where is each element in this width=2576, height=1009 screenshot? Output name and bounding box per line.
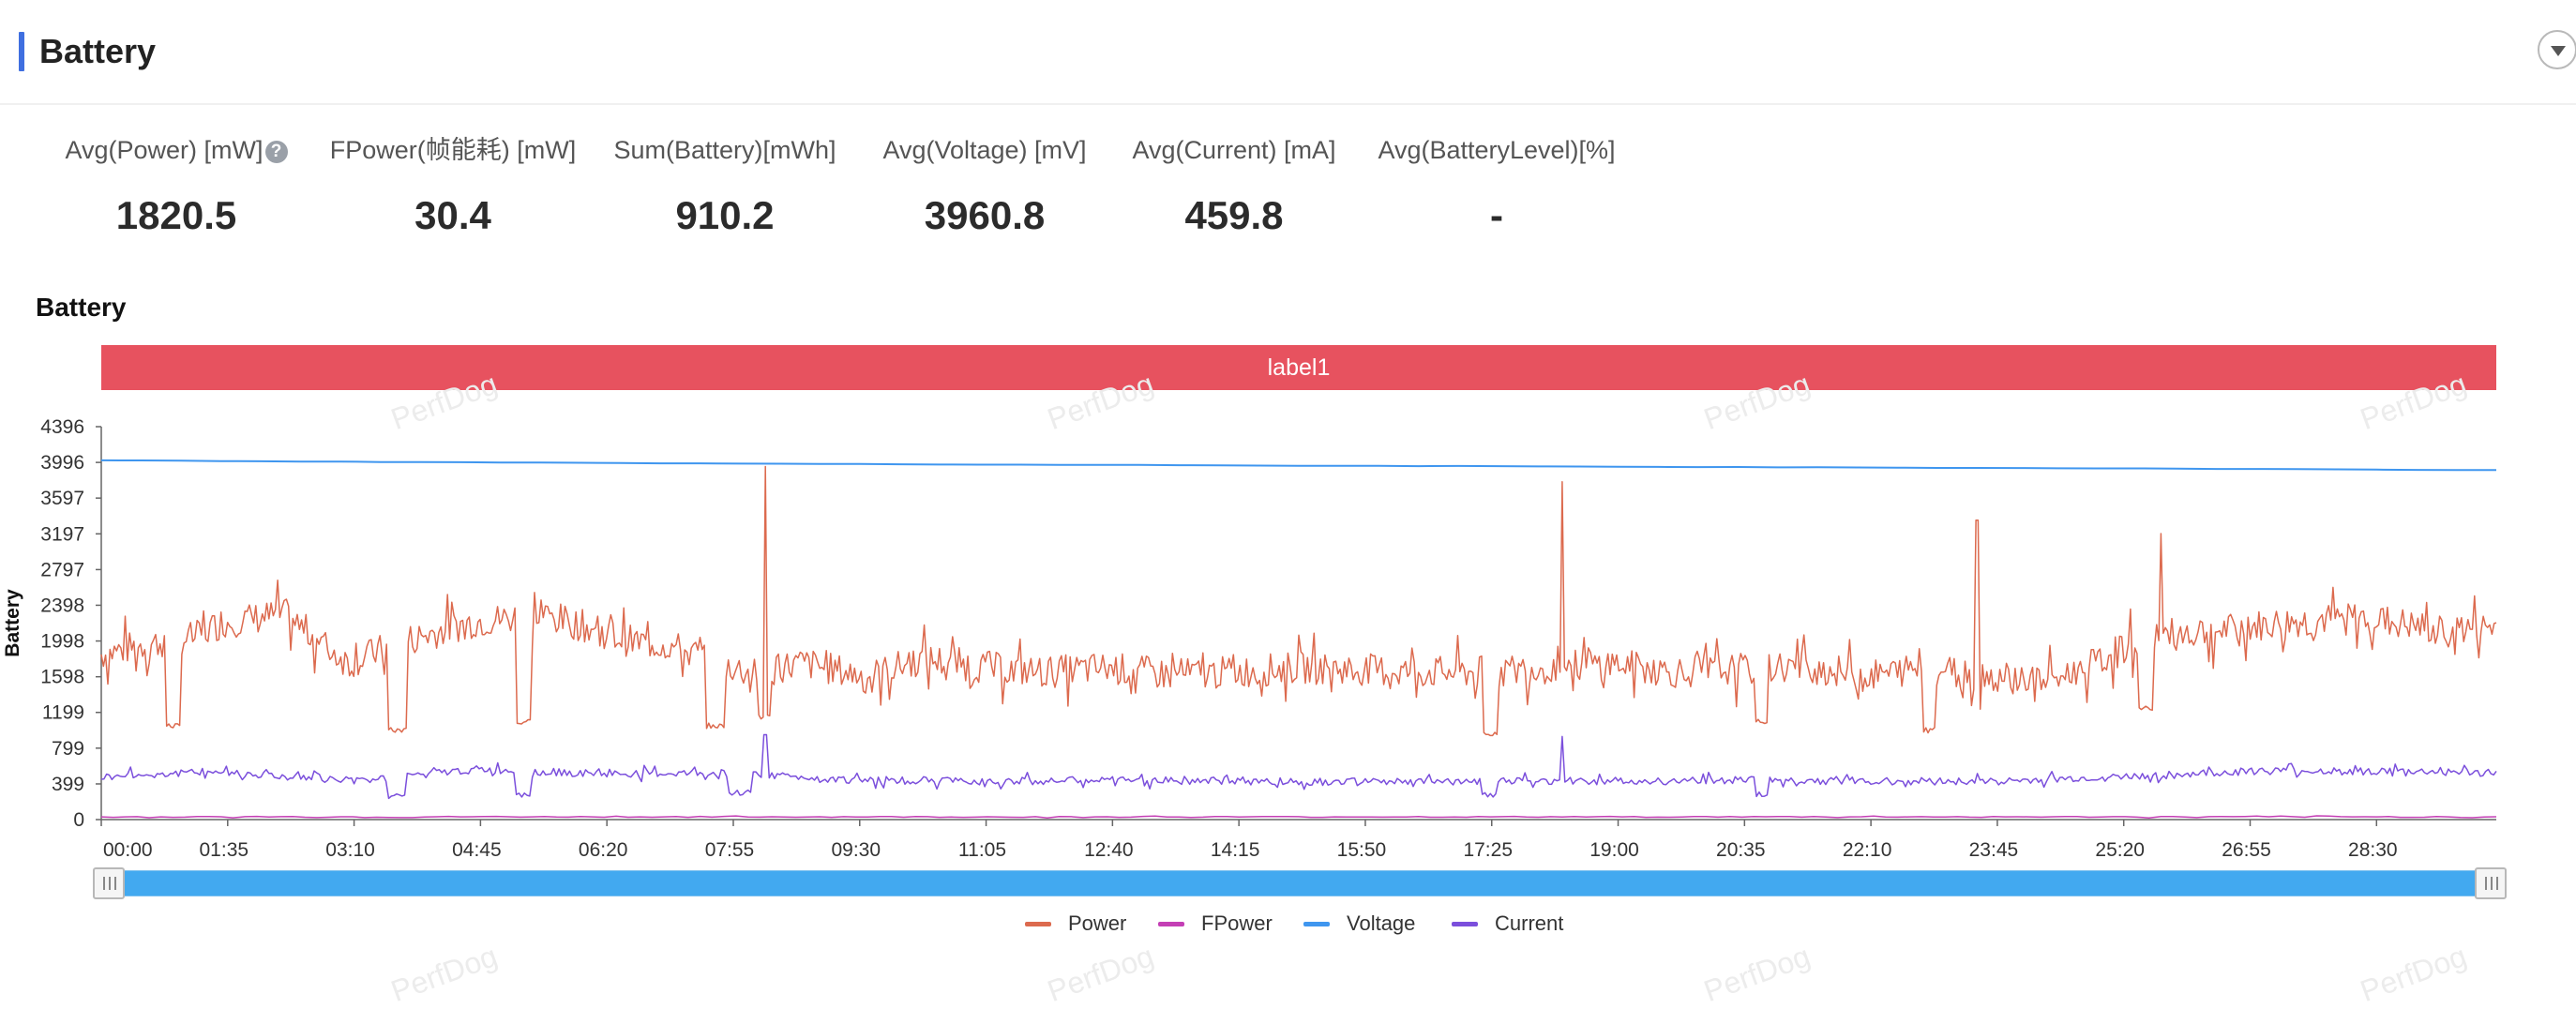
metric-value: 1820.5 [115, 193, 237, 237]
legend-swatch [1158, 922, 1184, 926]
x-tick-label: 01:35 [200, 839, 249, 861]
x-tick-label: 07:55 [705, 839, 755, 861]
metric-label: Sum(Battery)[mWh] [575, 131, 875, 169]
x-tick-label: 17:25 [1463, 839, 1513, 861]
x-tick-label: 04:45 [452, 839, 502, 861]
metric-card: Sum(Battery)[mWh] 910.2 [575, 131, 875, 239]
chart-title: Battery [36, 293, 127, 322]
slider-handle-start[interactable] [93, 867, 125, 899]
legend-item-fpower[interactable]: FPower [1158, 908, 1289, 940]
series-line-power [100, 465, 2497, 737]
legend-swatch [1303, 922, 1330, 926]
metric-value: - [1490, 193, 1503, 237]
section-header: Battery [0, 0, 2576, 105]
metric-label-text: Sum(Battery)[mWh] [613, 136, 836, 164]
y-tick-label: 3996 [40, 452, 84, 474]
x-tick-label: 03:10 [325, 839, 375, 861]
y-tick-label: 2797 [40, 559, 84, 580]
metric-label-text: Avg(Power) [mW] [65, 136, 264, 164]
legend-label: Power [1068, 911, 1127, 935]
section-title: Battery [39, 32, 157, 70]
y-tick-label: 1199 [42, 702, 84, 724]
metric-label: Avg(Voltage) [mV] [835, 131, 1135, 169]
metric-label-text: Avg(Voltage) [mV] [882, 136, 1087, 164]
y-tick-label: 399 [52, 774, 84, 795]
y-tick-label: 4396 [40, 416, 84, 438]
series-line-fpower [100, 815, 2497, 820]
x-tick-label: 09:30 [831, 839, 881, 861]
metric-value: 459.8 [1184, 193, 1284, 237]
x-tick-label: 23:45 [1969, 839, 2019, 861]
legend-item-power[interactable]: Power [1025, 908, 1156, 940]
series-line-current [100, 733, 2497, 800]
metric-label: Avg(Current) [mA] [1084, 131, 1384, 169]
x-tick-label: 06:20 [579, 839, 628, 861]
series-line-voltage [100, 459, 2497, 472]
metric-label: FPower(帧能耗) [mW] [303, 131, 603, 169]
legend-label: FPower [1201, 911, 1273, 935]
x-tick-label: 12:40 [1084, 839, 1134, 861]
legend-label: Current [1495, 911, 1564, 935]
y-tick-label: 3597 [40, 488, 84, 509]
x-tick-label: 14:15 [1211, 839, 1260, 861]
metric-label-text: FPower(帧能耗) [mW] [329, 136, 577, 164]
x-tick-label: 20:35 [1716, 839, 1766, 861]
chevron-down-icon [2551, 46, 2566, 56]
metric-value: 910.2 [675, 193, 775, 237]
metric-label-text: Avg(BatteryLevel)[%] [1378, 136, 1616, 164]
x-tick-label: 19:00 [1589, 839, 1639, 861]
time-range-slider[interactable] [93, 867, 2507, 899]
legend-label: Voltage [1347, 911, 1416, 935]
metric-card: Avg(Power) [mW]? 1820.5 [26, 131, 326, 239]
help-icon[interactable]: ? [264, 141, 288, 163]
x-tick-label: 15:50 [1337, 839, 1387, 861]
metric-card: Avg(Voltage) [mV] 3960.8 [835, 131, 1135, 239]
metric-label: Avg(Power) [mW]? [26, 131, 326, 169]
metric-value: 30.4 [414, 193, 491, 237]
y-tick-label: 799 [52, 738, 84, 760]
slider-handle-end[interactable] [2475, 867, 2507, 899]
legend-swatch [1452, 922, 1478, 926]
metric-label: Avg(BatteryLevel)[%] [1347, 131, 1647, 169]
x-tick-label: 25:20 [2095, 839, 2145, 861]
collapse-button[interactable] [2538, 30, 2576, 69]
x-tick-label: 22:10 [1843, 839, 1892, 861]
legend-item-voltage[interactable]: Voltage [1303, 908, 1435, 940]
section-accent-bar [19, 32, 24, 71]
y-tick-label: 1598 [40, 667, 84, 688]
x-tick-label: 00:00 [103, 839, 153, 861]
x-tick-label: 28:30 [2348, 839, 2398, 861]
metric-card: FPower(帧能耗) [mW] 30.4 [303, 131, 603, 239]
y-axis-label: Battery [2, 589, 23, 657]
label-band[interactable]: label1 [101, 345, 2496, 390]
legend-item-current[interactable]: Current [1452, 908, 1583, 940]
y-tick-label: 3197 [40, 523, 84, 545]
metric-card: Avg(BatteryLevel)[%] - [1347, 131, 1647, 239]
metric-label-text: Avg(Current) [mA] [1132, 136, 1336, 164]
metric-card: Avg(Current) [mA] 459.8 [1084, 131, 1384, 239]
y-tick-label: 1998 [40, 631, 84, 653]
x-tick-label: 26:55 [2222, 839, 2271, 861]
y-tick-label: 2398 [40, 595, 84, 616]
metric-value: 3960.8 [924, 193, 1046, 237]
legend-swatch [1025, 922, 1051, 926]
y-tick-label: 0 [73, 809, 84, 831]
x-tick-label: 11:05 [958, 839, 1006, 861]
